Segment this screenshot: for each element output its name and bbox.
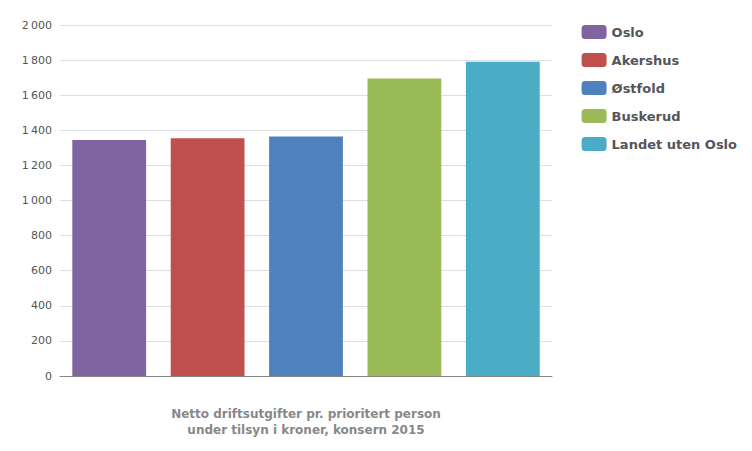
svg-text:Buskerud: Buskerud [612,109,681,124]
svg-text:Landet uten Oslo: Landet uten Oslo [612,137,737,152]
svg-text:1 000: 1 000 [22,194,52,207]
svg-text:1 600: 1 600 [22,89,52,102]
svg-text:Østfold: Østfold [612,81,665,96]
svg-text:1 200: 1 200 [22,159,52,172]
svg-text:under tilsyn i kroner, konsern: under tilsyn i kroner, konsern 2015 [187,423,424,437]
svg-text:600: 600 [31,264,52,277]
svg-text:Oslo: Oslo [612,25,644,40]
svg-text:200: 200 [31,334,52,347]
svg-text:2 000: 2 000 [22,19,52,32]
svg-text:Akershus: Akershus [612,53,680,68]
svg-text:1 800: 1 800 [22,54,52,67]
svg-text:1 400: 1 400 [22,124,52,137]
svg-text:800: 800 [31,229,52,242]
svg-text:0: 0 [45,370,52,383]
svg-text:Netto driftsutgifter pr. prior: Netto driftsutgifter pr. prioritert pers… [171,407,441,421]
svg-text:400: 400 [31,299,52,312]
